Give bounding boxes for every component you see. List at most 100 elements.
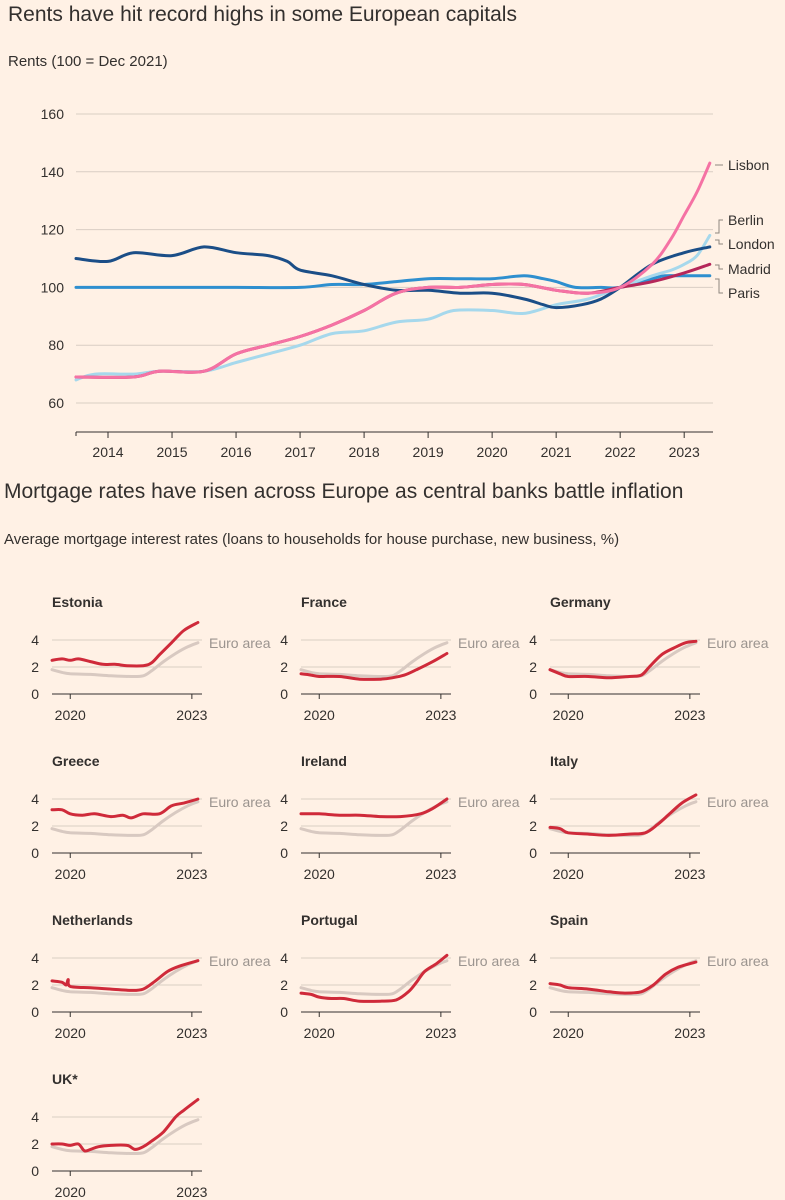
y-tick-label: 120 (41, 222, 65, 238)
y-tick-label: 0 (529, 1004, 537, 1020)
x-tick-label: 2020 (55, 1025, 86, 1041)
panel-portugal: Portugal 0 2 4 2020 2023 Euro area (280, 912, 519, 1041)
y-tick-label: 4 (280, 791, 288, 807)
panel-title: Greece (52, 753, 100, 769)
x-tick-label: 2023 (669, 444, 700, 460)
y-tick-label: 4 (280, 950, 288, 966)
rent-chart-title: Rents have hit record highs in some Euro… (8, 3, 517, 26)
connector-paris (715, 278, 723, 294)
x-tick-label: 2023 (425, 1025, 456, 1041)
y-tick-label: 0 (31, 1004, 39, 1020)
euro-area-line (299, 959, 449, 996)
panel-title: Portugal (301, 912, 358, 928)
x-tick-label: 2020 (55, 866, 86, 882)
y-tick-label: 2 (31, 659, 39, 675)
connector-madrid (715, 264, 723, 270)
country-line (299, 652, 449, 681)
euro-area-label: Euro area (458, 794, 520, 810)
y-tick-label: 4 (280, 632, 288, 648)
euro-area-label: Euro area (707, 794, 769, 810)
panel-title: Estonia (52, 594, 103, 610)
x-tick-label: 2020 (553, 1025, 584, 1041)
euro-area-line (548, 959, 698, 996)
country-line (50, 621, 200, 668)
rent-line-chart: 60 80 100 120 140 160 2014 2015 2016 2017 2018 2019… (41, 106, 775, 460)
y-tick-label: 4 (31, 632, 39, 648)
country-line (548, 793, 698, 837)
y-tick-label: 160 (41, 106, 65, 122)
y-tick-label: 2 (31, 1136, 39, 1152)
mortgage-chart-title: Mortgage rates have risen across Europe … (4, 480, 684, 503)
panel-italy: Italy 0 2 4 2020 2023 Euro area (529, 753, 768, 882)
panel-title: Germany (550, 594, 611, 610)
label-connectors (715, 164, 723, 294)
euro-area-line (50, 1118, 200, 1156)
x-tick-label: 2017 (284, 444, 315, 460)
panel-title: UK* (52, 1071, 78, 1087)
series-label-lisbon: Lisbon (728, 157, 769, 173)
y-tick-label: 2 (31, 977, 39, 993)
y-tick-label: 80 (48, 337, 64, 353)
panel-germany: Germany 0 2 4 2020 2023 Euro area (529, 594, 768, 723)
y-tick-label: 4 (529, 950, 537, 966)
x-tick-label: 2020 (55, 1184, 86, 1200)
x-tick-label: 2023 (176, 866, 207, 882)
y-tick-label: 4 (31, 1109, 39, 1125)
series-line-paris (74, 274, 712, 290)
x-tick-label: 2023 (176, 1184, 207, 1200)
mortgage-chart-subtitle: Average mortgage interest rates (loans t… (4, 531, 620, 548)
euro-area-label: Euro area (209, 953, 271, 969)
y-tick-label: 60 (48, 395, 64, 411)
x-tick-label: 2020 (477, 444, 508, 460)
country-line (548, 639, 698, 680)
x-tick-label: 2020 (304, 1025, 335, 1041)
y-tick-label: 140 (41, 164, 65, 180)
x-tick-label: 2015 (156, 444, 187, 460)
panel-title: France (301, 594, 347, 610)
y-tick-label: 0 (31, 1163, 39, 1179)
y-tick-label: 2 (31, 818, 39, 834)
country-line (50, 959, 200, 992)
series-label-london: London (728, 236, 775, 252)
x-tick-label: 2018 (349, 444, 380, 460)
euro-area-line (50, 641, 200, 679)
series-label-paris: Paris (728, 285, 760, 301)
rent-chart-subtitle: Rents (100 = Dec 2021) (8, 53, 168, 70)
y-tick-label: 2 (529, 977, 537, 993)
country-line (50, 797, 200, 820)
x-tick-label: 2020 (553, 707, 584, 723)
country-line (299, 797, 449, 819)
panel-title: Italy (550, 753, 578, 769)
x-tick-label: 2021 (541, 444, 572, 460)
panel-title: Ireland (301, 753, 347, 769)
euro-area-line (50, 800, 200, 837)
x-tick-label: 2019 (413, 444, 444, 460)
euro-area-label: Euro area (209, 635, 271, 651)
y-tick-label: 0 (31, 845, 39, 861)
series-label-berlin: Berlin (728, 212, 764, 228)
x-tick-label: 2023 (425, 866, 456, 882)
panel-estonia: Estonia 0 2 4 2020 2023 Euro area (31, 594, 270, 723)
panel-title: Spain (550, 912, 588, 928)
y-tick-label: 4 (529, 791, 537, 807)
euro-area-label: Euro area (458, 635, 520, 651)
euro-area-line (50, 959, 200, 996)
connector-london (715, 239, 723, 245)
y-tick-label: 100 (41, 279, 65, 295)
panel-spain: Spain 0 2 4 2020 2023 Euro area (529, 912, 768, 1041)
panel-france: France 0 2 4 2020 2023 Euro area (280, 594, 519, 723)
x-tick-label: 2023 (425, 707, 456, 723)
series-line-berlin (74, 245, 712, 310)
euro-area-line (299, 800, 449, 837)
y-tick-label: 4 (31, 950, 39, 966)
y-tick-label: 0 (280, 845, 288, 861)
panel-ireland: Ireland 0 2 4 2020 2023 Euro area (280, 753, 519, 882)
y-tick-label: 0 (280, 1004, 288, 1020)
euro-area-line (548, 800, 698, 837)
panel-uk: UK* 0 2 4 2020 2023 (31, 1071, 207, 1200)
x-tick-label: 2020 (55, 707, 86, 723)
x-tick-label: 2023 (674, 707, 705, 723)
euro-area-label: Euro area (707, 953, 769, 969)
y-tick-label: 2 (280, 818, 288, 834)
y-tick-label: 4 (31, 791, 39, 807)
